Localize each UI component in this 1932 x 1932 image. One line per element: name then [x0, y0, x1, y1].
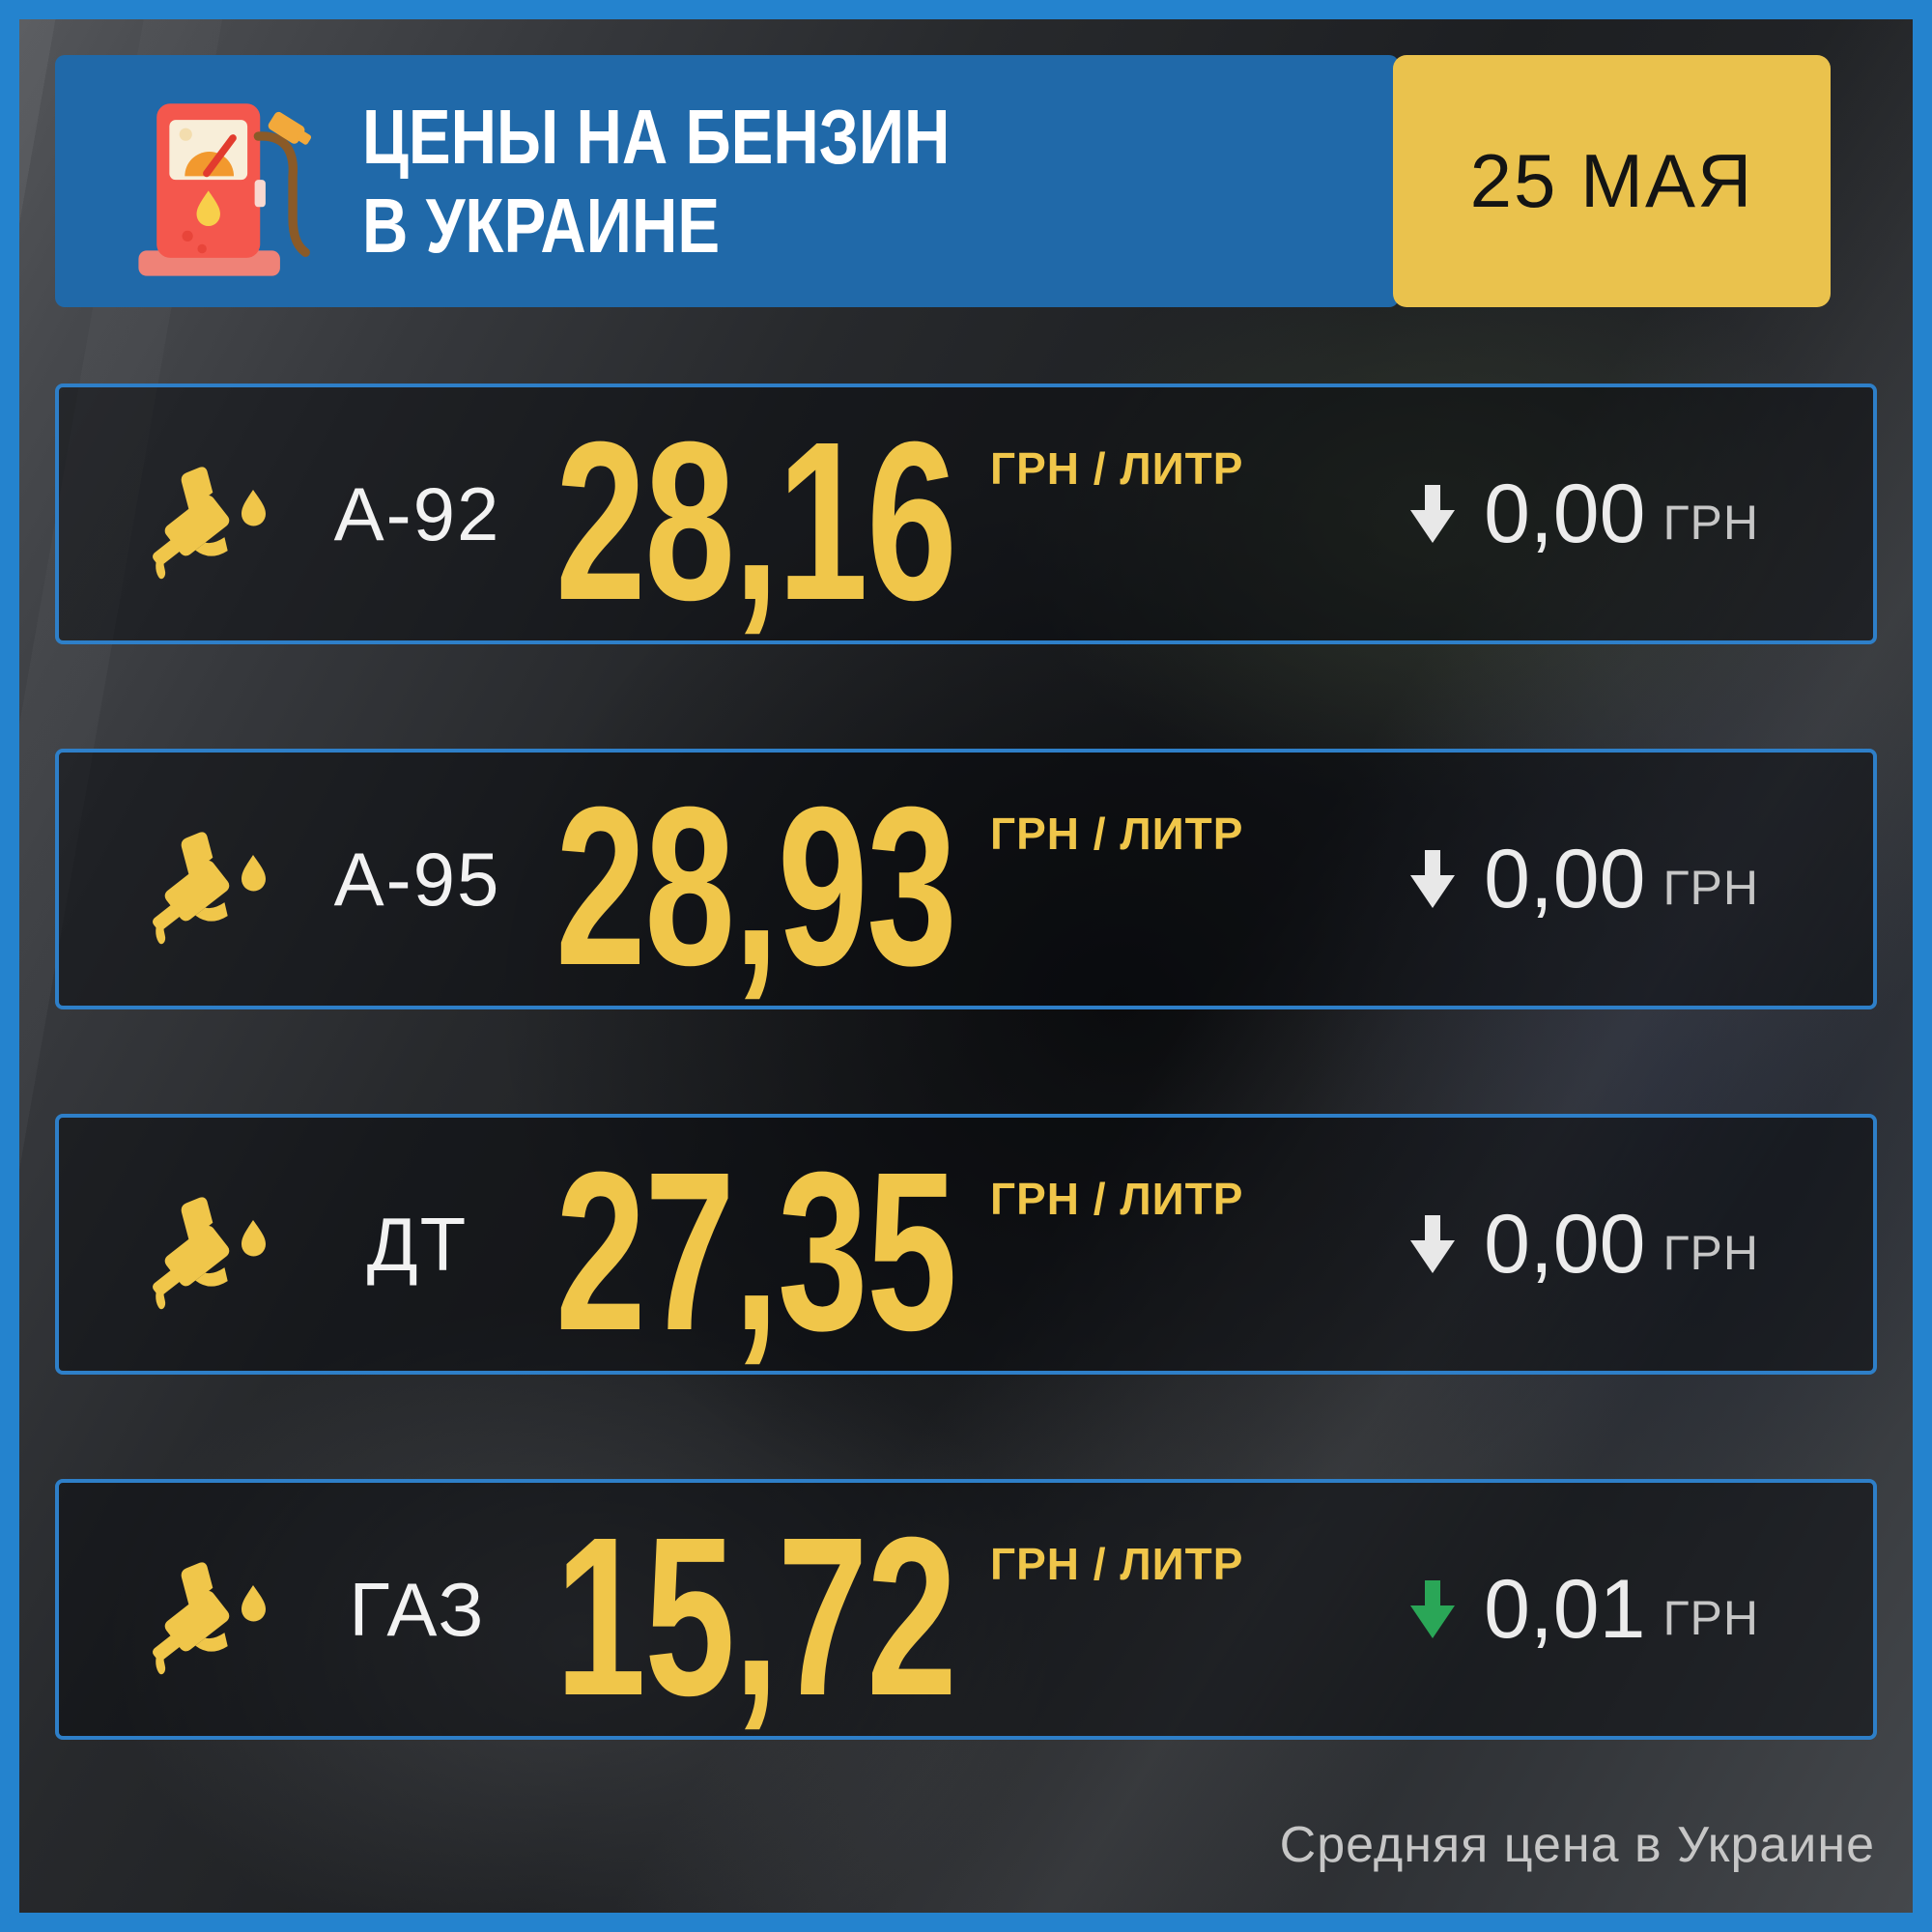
price-change: 0,00 ГРН: [1406, 838, 1759, 921]
down-arrow-icon: [1410, 850, 1456, 908]
title-line-1: ЦЕНЫ НА БЕНЗИН: [362, 93, 951, 180]
change-currency: ГРН: [1662, 861, 1759, 915]
fuel-row-a92: А-92 28,16 ГРН / ЛИТР 0,00 ГРН: [55, 384, 1877, 644]
price-unit: ГРН / ЛИТР: [990, 1539, 1244, 1589]
fuel-name: А-92: [333, 470, 501, 556]
change-value: 0,00: [1484, 1198, 1646, 1291]
fuel-nozzle-icon: [153, 832, 266, 945]
price-change: 0,01 ГРН: [1406, 1568, 1759, 1651]
price-unit: ГРН / ЛИТР: [990, 809, 1244, 859]
date-badge: 25 МАЯ: [1393, 55, 1831, 307]
infographic: ЦЕНЫ НА БЕНЗИН В УКРАИНЕ 25 МАЯ А-92 28,…: [55, 55, 1877, 1873]
change-currency: ГРН: [1662, 496, 1759, 550]
price-unit: ГРН / ЛИТР: [990, 443, 1244, 494]
price-block: 28,16 ГРН / ЛИТР: [555, 394, 1406, 647]
fuel-name: ГАЗ: [349, 1566, 486, 1652]
price-block: 28,93 ГРН / ЛИТР: [555, 759, 1406, 1012]
fuel-name: ДТ: [366, 1201, 469, 1287]
price-change: 0,00 ГРН: [1406, 472, 1759, 555]
fuel-price: 27,35: [555, 1124, 957, 1378]
change-currency: ГРН: [1662, 1591, 1759, 1645]
fuel-row-dt: ДТ 27,35 ГРН / ЛИТР 0,00 ГРН: [55, 1114, 1877, 1375]
change-value: 0,00: [1484, 468, 1646, 560]
page-title: ЦЕНЫ НА БЕНЗИН В УКРАИНЕ: [362, 93, 1079, 270]
down-arrow-icon: [1410, 1215, 1456, 1273]
header-banner: ЦЕНЫ НА БЕНЗИН В УКРАИНЕ: [55, 55, 1399, 307]
price-change: 0,00 ГРН: [1406, 1203, 1759, 1286]
fuel-price: 28,16: [555, 394, 957, 647]
change-value: 0,01: [1484, 1563, 1646, 1656]
down-arrow-icon: [1410, 1580, 1456, 1638]
title-line-2: В УКРАИНЕ: [362, 182, 721, 269]
fuel-nozzle-icon: [153, 1562, 266, 1675]
fuel-price: 15,72: [555, 1490, 957, 1743]
price-block: 15,72 ГРН / ЛИТР: [555, 1490, 1406, 1743]
fuel-row-gaz: ГАЗ 15,72 ГРН / ЛИТР 0,01 ГРН: [55, 1479, 1877, 1740]
change-value: 0,00: [1484, 833, 1646, 925]
fuel-row-a95: А-95 28,93 ГРН / ЛИТР 0,00 ГРН: [55, 749, 1877, 1009]
header: ЦЕНЫ НА БЕНЗИН В УКРАИНЕ 25 МАЯ: [55, 55, 1877, 307]
fuel-price: 28,93: [555, 759, 957, 1012]
fuel-nozzle-icon: [153, 1197, 266, 1310]
down-arrow-icon: [1410, 485, 1456, 543]
footer-note: Средняя цена в Украине: [1279, 1817, 1875, 1873]
fuel-name: А-95: [333, 836, 501, 922]
price-unit: ГРН / ЛИТР: [990, 1174, 1244, 1224]
price-block: 27,35 ГРН / ЛИТР: [555, 1124, 1406, 1378]
change-currency: ГРН: [1662, 1226, 1759, 1280]
fuel-nozzle-icon: [153, 467, 266, 580]
fuel-pump-icon: [138, 102, 312, 276]
